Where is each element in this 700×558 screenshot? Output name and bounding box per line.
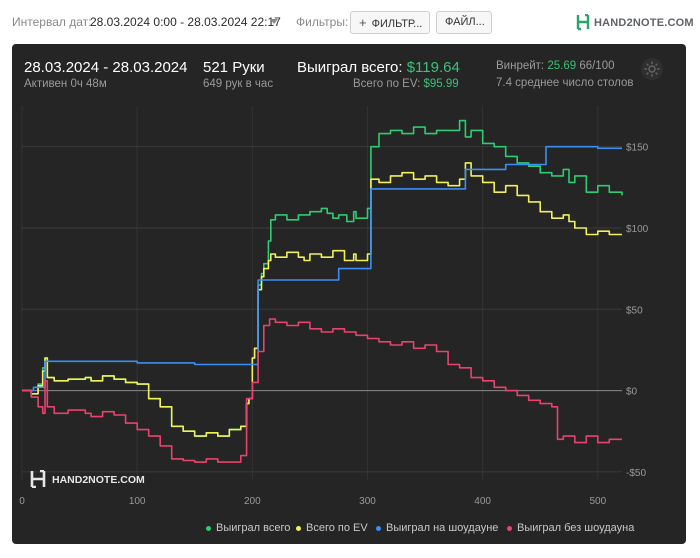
toolbar: Интервал дат: 28.03.2024 0:00 - 28.03.20… bbox=[0, 0, 700, 44]
filter-button-label: ФИЛЬТР... bbox=[371, 18, 423, 30]
filters-label: Фильтры: bbox=[296, 15, 349, 29]
hand2note-watermark-icon bbox=[30, 470, 46, 488]
date-interval-label: Интервал дат: bbox=[12, 15, 92, 29]
winrate-label: Винрейт: bbox=[496, 60, 545, 72]
graph-panel: 28.03.2024 - 28.03.2024 Активен 0ч 48м 5… bbox=[12, 44, 686, 544]
winrate-ratio: 66/100 bbox=[579, 60, 615, 72]
legend-showdown-swatch bbox=[376, 525, 381, 531]
series-line-3 bbox=[22, 318, 622, 463]
legend-no-showdown: Выиграл без шоудауна bbox=[507, 522, 634, 534]
x-tick-label: 300 bbox=[359, 496, 376, 507]
y-tick-label: -$50 bbox=[626, 468, 646, 479]
hands-per-hour: 649 рук в час bbox=[203, 78, 274, 90]
profit-chart: 0 100 200 300 400 500 $150 $100 $50 $0 -$50 bbox=[19, 106, 649, 507]
series-line-0 bbox=[22, 119, 623, 437]
watermark-text: HAND2NOTE.COM bbox=[52, 474, 145, 486]
y-tick-label: $150 bbox=[626, 143, 649, 154]
file-button[interactable]: ФАЙЛ... bbox=[436, 11, 492, 34]
active-time: Активен 0ч 48м bbox=[24, 78, 107, 90]
y-tick-label: $0 bbox=[626, 387, 638, 398]
x-tick-label: 0 bbox=[19, 496, 25, 507]
won-total-value: $119.64 bbox=[406, 59, 460, 76]
ev-total-value: $95.99 bbox=[423, 78, 459, 90]
legend-no-showdown-swatch bbox=[507, 525, 512, 531]
gear-icon[interactable] bbox=[643, 60, 661, 78]
y-tick-label: $100 bbox=[626, 224, 649, 235]
legend-no-showdown-label: Выиграл без шоудауна bbox=[517, 522, 635, 534]
date-range: 28.03.2024 - 28.03.2024 bbox=[24, 59, 188, 76]
x-tick-label: 200 bbox=[244, 496, 261, 507]
legend-showdown: Выиграл на шоудауне bbox=[376, 522, 498, 534]
chevron-down-icon[interactable] bbox=[270, 19, 278, 24]
hands-count: 521 Руки bbox=[203, 59, 265, 76]
x-tick-label: 100 bbox=[129, 496, 146, 507]
ev-total: Всего по EV: $95.99 bbox=[353, 78, 459, 90]
avg-tables: 7.4 среднее число столов bbox=[496, 77, 634, 89]
brand-logo-text: HAND2NOTE.COM bbox=[594, 17, 694, 29]
x-tick-label: 500 bbox=[589, 496, 606, 507]
won-total: Выиграл всего: $119.64 bbox=[297, 59, 460, 76]
filter-button[interactable]: + ФИЛЬТР... bbox=[350, 11, 430, 34]
y-tick-label: $50 bbox=[626, 305, 643, 316]
settings-button[interactable] bbox=[641, 58, 663, 80]
won-total-label: Выиграл всего: bbox=[297, 59, 403, 76]
x-tick-label: 400 bbox=[474, 496, 491, 507]
file-button-label: ФАЙЛ... bbox=[445, 16, 485, 28]
winrate: Винрейт: 25.69 66/100 bbox=[496, 60, 615, 72]
legend-won: Выиграл всего bbox=[206, 522, 290, 534]
series-line-1 bbox=[22, 162, 622, 437]
series-line-2 bbox=[22, 145, 622, 392]
winrate-value: 25.69 bbox=[547, 60, 577, 72]
legend-won-label: Выиграл всего bbox=[216, 522, 291, 534]
legend-won-swatch bbox=[206, 525, 211, 531]
legend-ev-swatch bbox=[296, 525, 301, 531]
date-interval-select[interactable]: 28.03.2024 0:00 - 28.03.2024 22:17 bbox=[90, 15, 281, 29]
legend-ev-label: Всего по EV bbox=[306, 522, 368, 534]
ev-total-label: Всего по EV: bbox=[353, 78, 421, 90]
plus-icon: + bbox=[359, 15, 367, 30]
legend-ev: Всего по EV bbox=[296, 522, 368, 534]
legend-showdown-label: Выиграл на шоудауне bbox=[386, 522, 499, 534]
hand2note-logo-icon bbox=[576, 14, 590, 31]
